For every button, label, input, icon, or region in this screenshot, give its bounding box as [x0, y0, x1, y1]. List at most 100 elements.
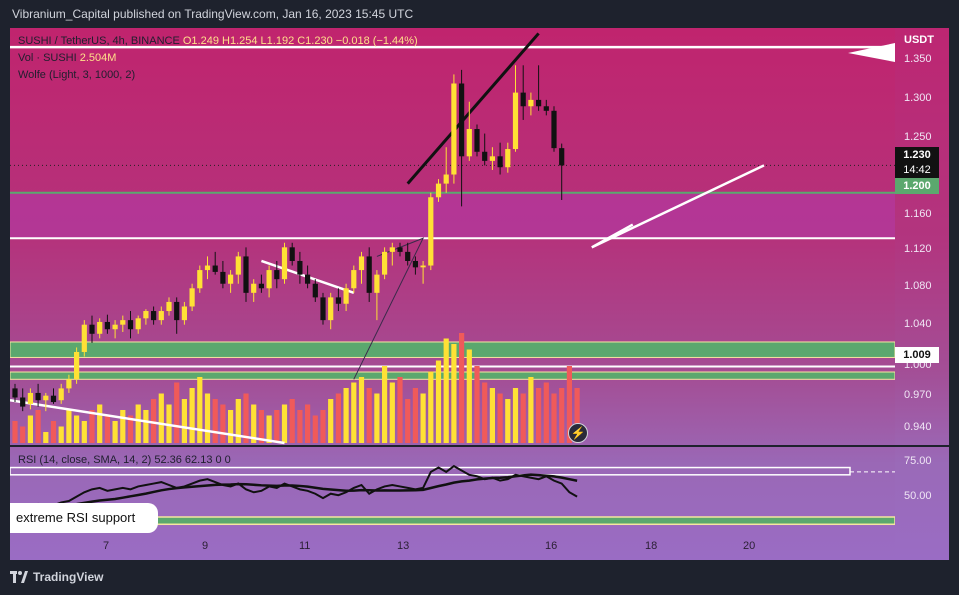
- chart-area[interactable]: [10, 28, 895, 560]
- candle-body: [305, 274, 311, 284]
- volume-bar: [505, 399, 511, 443]
- volume-bar: [74, 415, 80, 443]
- candle-body: [382, 251, 388, 275]
- candle-body: [281, 247, 288, 280]
- volume-bar: [528, 377, 534, 443]
- candle-body: [50, 395, 57, 403]
- candle-body: [220, 271, 226, 284]
- price-tick: 1.350: [904, 53, 932, 65]
- volume-bar: [474, 366, 480, 443]
- volume-bar: [58, 426, 64, 443]
- candle-body: [520, 92, 526, 107]
- candle-body: [20, 397, 26, 407]
- volume-bar: [574, 388, 580, 443]
- candle-body: [204, 265, 211, 271]
- lightning-icon[interactable]: ⚡: [568, 423, 588, 443]
- candle-body: [505, 149, 511, 168]
- volume-bar: [258, 410, 264, 443]
- volume-bar: [566, 366, 572, 443]
- volume-bar: [97, 404, 103, 443]
- candle-body: [35, 392, 41, 401]
- brand-name: TradingView: [33, 570, 104, 584]
- volume-bar: [151, 399, 157, 443]
- current-price-tag: 1.230: [895, 147, 939, 163]
- volume-bar: [328, 399, 334, 443]
- candle-body: [243, 256, 249, 293]
- rsi-tick: 50.00: [904, 490, 932, 502]
- rsi-support-zone: [10, 516, 895, 526]
- volume-bar: [428, 371, 434, 443]
- volume-bar: [412, 388, 418, 443]
- time-tick: 18: [645, 540, 658, 552]
- candle-body: [12, 388, 18, 398]
- candle-body: [289, 247, 295, 261]
- candle-body: [266, 270, 272, 289]
- candle-body: [97, 321, 103, 334]
- volume-bar: [497, 393, 503, 443]
- wolfe-legend: Wolfe (Light, 3, 1000, 2): [18, 69, 135, 81]
- volume-bar: [89, 410, 95, 443]
- candle-body: [112, 324, 118, 330]
- candle-body: [158, 311, 164, 321]
- candle-body: [466, 129, 472, 157]
- volume-bar: [351, 382, 357, 443]
- candle-body: [405, 251, 411, 261]
- candle-body: [151, 311, 157, 321]
- candle-body: [512, 92, 519, 150]
- candle-body: [258, 283, 264, 289]
- rsi-tick: 75.00: [904, 455, 932, 467]
- volume-bar: [289, 399, 295, 443]
- candle-body: [120, 320, 126, 325]
- descending-trendline: [10, 398, 285, 445]
- volume-bar: [127, 415, 134, 443]
- volume-bar: [305, 404, 311, 443]
- rsi-line: [14, 464, 578, 510]
- volume-bar: [389, 382, 395, 443]
- breakout-trendline: [406, 32, 540, 185]
- candle-body: [351, 270, 357, 289]
- price-tick: 1.120: [904, 243, 932, 255]
- candle-body: [297, 260, 303, 275]
- rsi-legend: RSI (14, close, SMA, 14, 2) 52.36 62.13 …: [18, 454, 231, 466]
- volume-legend: Vol · SUSHI 2.504M: [18, 52, 116, 64]
- candle-body: [474, 129, 480, 152]
- volume-bar: [382, 366, 388, 443]
- time-tick: 20: [743, 540, 756, 552]
- volume-bar: [451, 344, 457, 443]
- volume-bar: [320, 410, 326, 443]
- candle-body: [212, 265, 218, 272]
- volume-bar: [135, 404, 141, 443]
- level-tag-1200: 1.200: [895, 178, 939, 194]
- volume-value: 2.504M: [79, 52, 117, 64]
- candle-body: [389, 247, 395, 252]
- rsi-sma-line: [14, 473, 578, 509]
- time-tick: 16: [545, 540, 558, 552]
- tradingview-logo-icon: [10, 571, 28, 583]
- time-tick: 9: [202, 540, 209, 552]
- price-chart[interactable]: [10, 28, 895, 560]
- time-tick: 13: [397, 540, 410, 552]
- volume-bar: [104, 415, 110, 443]
- volume-bar: [435, 360, 442, 443]
- volume-bar: [520, 393, 526, 443]
- pane-separator[interactable]: [10, 445, 949, 447]
- volume-bar: [251, 404, 257, 443]
- volume-bar: [343, 388, 349, 443]
- wolfe-pattern-lines: [353, 237, 425, 380]
- candle-body: [104, 321, 110, 330]
- candle-body: [27, 392, 33, 404]
- volume-bar: [12, 421, 18, 443]
- candle-body: [127, 320, 134, 330]
- candle-body: [320, 297, 326, 321]
- volume-label: Vol · SUSHI: [18, 52, 77, 64]
- candle-body: [497, 156, 503, 168]
- volume-bar: [397, 377, 403, 443]
- price-tick: 1.040: [904, 318, 932, 330]
- volume-bar: [243, 393, 249, 443]
- candle-body: [335, 297, 341, 304]
- bar-countdown: 14:42: [895, 162, 939, 178]
- volume-bar: [358, 377, 365, 443]
- candle-body: [435, 183, 442, 198]
- price-scale[interactable]: [895, 28, 949, 560]
- publisher-line: Vibranium_Capital published on TradingVi…: [12, 7, 414, 21]
